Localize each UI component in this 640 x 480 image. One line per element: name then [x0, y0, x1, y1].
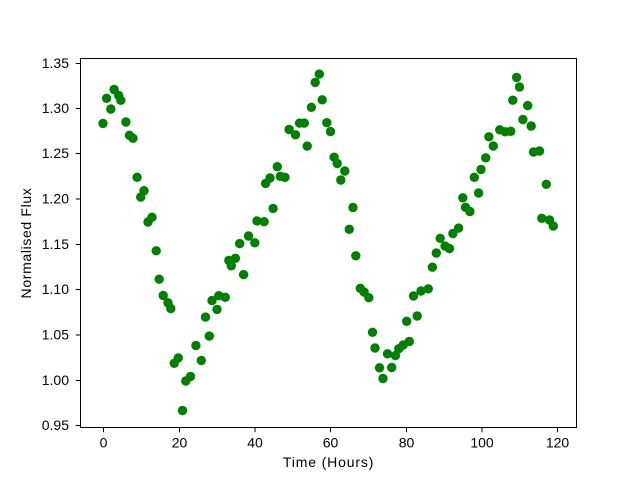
svg-text:1.15: 1.15 — [42, 236, 69, 252]
svg-text:60: 60 — [323, 435, 339, 451]
svg-text:1.10: 1.10 — [42, 281, 69, 297]
svg-text:Normalised Flux: Normalised Flux — [18, 188, 34, 299]
svg-text:20: 20 — [172, 435, 188, 451]
svg-text:80: 80 — [399, 435, 415, 451]
svg-text:40: 40 — [247, 435, 263, 451]
svg-text:1.20: 1.20 — [42, 191, 69, 207]
svg-text:1.25: 1.25 — [42, 145, 69, 161]
svg-text:0.95: 0.95 — [42, 417, 69, 433]
svg-text:Time (Hours): Time (Hours) — [283, 454, 374, 470]
svg-text:1.00: 1.00 — [42, 372, 69, 388]
svg-text:0: 0 — [100, 435, 108, 451]
svg-text:1.30: 1.30 — [42, 100, 69, 116]
svg-text:120: 120 — [546, 435, 570, 451]
svg-text:1.35: 1.35 — [42, 55, 69, 71]
svg-text:1.05: 1.05 — [42, 327, 69, 343]
svg-text:100: 100 — [470, 435, 494, 451]
